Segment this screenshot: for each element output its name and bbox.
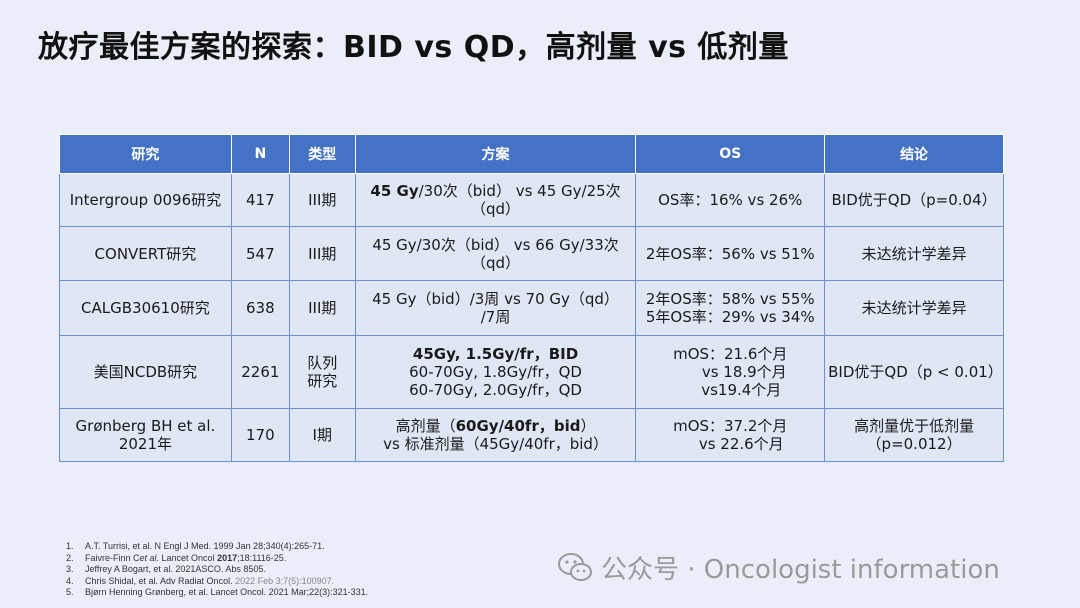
cell-n: 2261 <box>230 335 290 409</box>
reference-item: 5. Bjørn Henning Grønberg, et al. Lancet … <box>66 587 369 598</box>
header-conclusion: 结论 <box>824 134 1004 174</box>
table-row: CONVERT研究 547 III期 45 Gy/30次（bid） vs 66 … <box>59 226 1004 281</box>
table-header-row: 研究 N 类型 方案 OS 结论 <box>59 134 1004 174</box>
cell-os: 2年OS率：56% vs 51% <box>635 226 826 281</box>
cell-type: III期 <box>288 280 356 336</box>
cell-study: CALGB30610研究 <box>59 280 232 336</box>
cell-plan: 45 Gy/30次（bid） vs 45 Gy/25次 （qd） <box>354 173 637 227</box>
cell-conclusion: 未达统计学差异 <box>824 280 1004 336</box>
table-row: CALGB30610研究 638 III期 45 Gy（bid）/3周 vs 7… <box>59 280 1004 336</box>
watermark-text: 公众号 · Oncologist information <box>601 555 1000 585</box>
reference-item: 4. Chris Shidal, et al. Adv Radiat Oncol… <box>66 575 335 586</box>
header-os: OS <box>635 134 826 174</box>
cell-type: III期 <box>288 173 356 227</box>
cell-study: Intergroup 0096研究 <box>59 173 232 227</box>
header-n: N <box>230 134 290 174</box>
watermark: 公众号 · Oncologist information <box>557 549 1000 586</box>
cell-plan: 45Gy, 1.5Gy/fr，BID 60-70Gy, 1.8Gy/fr，QD … <box>354 335 637 409</box>
wechat-icon <box>558 552 592 581</box>
cell-type: I期 <box>288 408 356 462</box>
cell-study: 美国NCDB研究 <box>59 335 232 409</box>
table-row: Intergroup 0096研究 417 III期 45 Gy/30次（bid… <box>59 173 1004 227</box>
reference-item: 3. Jeffrey A Bogart, et al. 2021ASCO. Abs… <box>66 564 266 575</box>
cell-os: OS率：16% vs 26% <box>635 173 826 227</box>
cell-n: 638 <box>230 280 290 336</box>
cell-plan: 高剂量（60Gy/40fr，bid） vs 标准剂量（45Gy/40fr，bid… <box>354 408 637 462</box>
table-row: 美国NCDB研究 2261 队列 研究 45Gy, 1.5Gy/fr，BID 6… <box>59 335 1004 409</box>
slide-title: 放疗最佳方案的探索：BID vs QD，高剂量 vs 低剂量 <box>38 30 789 65</box>
cell-conclusion: 未达统计学差异 <box>824 226 1004 281</box>
cell-type: III期 <box>288 226 356 281</box>
header-study: 研究 <box>59 134 232 174</box>
reference-list: 1. A.T. Turrisi, et al. N Engl J Med. 199… <box>66 541 368 599</box>
cell-type: 队列 研究 <box>288 335 356 409</box>
cell-study: CONVERT研究 <box>59 226 232 281</box>
cell-n: 547 <box>230 226 290 281</box>
cell-conclusion: 高剂量优于低剂量 （p=0.012） <box>824 408 1004 462</box>
header-type: 类型 <box>288 134 356 174</box>
cell-os: 2年OS率：58% vs 55% 5年OS率：29% vs 34% <box>635 280 826 336</box>
cell-conclusion: BID优于QD（p=0.04） <box>824 173 1004 227</box>
study-comparison-table: 研究 N 类型 方案 OS 结论 Intergroup 0096研究 417 I… <box>59 134 1004 462</box>
cell-n: 417 <box>230 173 290 227</box>
cell-n: 170 <box>230 408 290 462</box>
cell-conclusion: BID优于QD（p < 0.01） <box>824 335 1004 409</box>
cell-plan: 45 Gy/30次（bid） vs 66 Gy/33次 （qd） <box>354 226 637 281</box>
reference-item: 1. A.T. Turrisi, et al. N Engl J Med. 199… <box>66 541 325 551</box>
reference-item: 2. Faivre-Finn Cet al. Lancet Oncol 2017… <box>66 552 287 563</box>
table-row: Grønberg BH et al. 2021年 170 I期 高剂量（60Gy… <box>59 408 1004 462</box>
cell-os: mOS：21.6个月 vs 18.9个月 vs19.4个月 <box>635 335 826 409</box>
header-plan: 方案 <box>354 134 637 174</box>
cell-plan: 45 Gy（bid）/3周 vs 70 Gy（qd） /7周 <box>354 280 637 336</box>
cell-study: Grønberg BH et al. 2021年 <box>59 408 232 462</box>
cell-os: mOS：37.2个月 vs 22.6个月 <box>635 408 826 462</box>
